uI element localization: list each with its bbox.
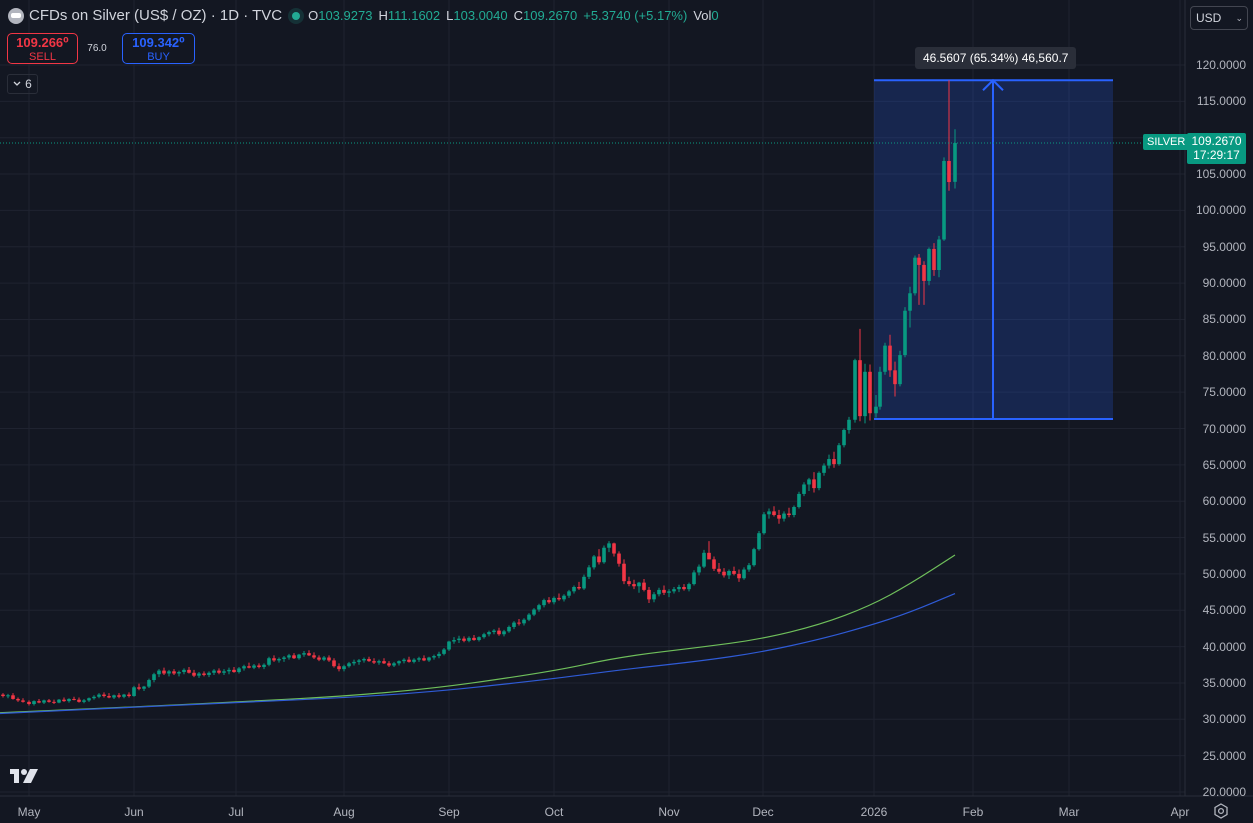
time-tick-label: Apr: [1170, 805, 1190, 819]
grid-lines: [0, 0, 1185, 796]
moving-average-lines: [0, 554, 956, 715]
sell-label: SELL: [29, 51, 56, 63]
time-tick-label: May: [17, 805, 41, 819]
change-value: +5.3740 (+5.17%): [583, 8, 688, 23]
price-tick-label: 80.0000: [1202, 348, 1246, 363]
symbol-price-tag: SILVER: [1143, 134, 1190, 150]
close-value: 109.2670: [523, 8, 578, 23]
price-tick-label: 75.0000: [1202, 385, 1246, 400]
measure-tooltip: 46.5607 (65.34%) 46,560.7: [915, 47, 1077, 69]
time-tick-label: Nov: [658, 805, 680, 819]
currency-value: USD: [1196, 11, 1222, 25]
time-tick-label: Jul: [228, 805, 244, 819]
last-price-value: 109.2670: [1191, 134, 1242, 148]
price-tick-label: 100.0000: [1195, 203, 1246, 218]
price-tick-label: 90.0000: [1202, 276, 1246, 291]
settings-gear-icon[interactable]: [1213, 803, 1229, 819]
sell-price: 109.266⁰: [16, 35, 69, 50]
time-tick-label: 2026: [860, 805, 888, 819]
last-price-label: 109.2670 17:29:17: [1187, 133, 1246, 164]
price-tick-label: 25.0000: [1202, 748, 1246, 763]
bar-countdown: 17:29:17: [1193, 148, 1240, 162]
price-tick-label: 35.0000: [1202, 675, 1246, 690]
price-tick-label: 85.0000: [1202, 312, 1246, 327]
time-tick-label: Jun: [124, 805, 144, 819]
high-key: H: [378, 8, 388, 23]
price-tick-label: 55.0000: [1202, 530, 1246, 545]
price-tick-label: 70.0000: [1202, 421, 1246, 436]
buy-label: BUY: [147, 51, 170, 63]
chevron-down-icon: [13, 81, 21, 86]
market-open-status-icon: [292, 11, 301, 20]
sell-button[interactable]: 109.266⁰ SELL: [7, 33, 78, 64]
tradingview-logo-icon[interactable]: [10, 767, 42, 785]
volume-key: Vol: [693, 8, 712, 23]
buy-button[interactable]: 109.342⁰ BUY: [122, 33, 195, 64]
low-key: L: [446, 8, 454, 23]
price-tick-label: 105.0000: [1195, 167, 1246, 182]
price-tick-label: 40.0000: [1202, 639, 1246, 654]
price-range-measure[interactable]: [874, 78, 1113, 421]
time-tick-label: Aug: [333, 805, 355, 819]
spread-value: 76.0: [87, 43, 107, 54]
time-tick-label: Sep: [438, 805, 460, 819]
buy-price: 109.342⁰: [132, 35, 185, 50]
open-value: 103.9273: [318, 8, 373, 23]
currency-select[interactable]: USD ⌄: [1190, 6, 1248, 30]
time-tick-label: Dec: [752, 805, 774, 819]
price-tick-label: 60.0000: [1202, 494, 1246, 509]
price-tick-label: 30.0000: [1202, 712, 1246, 727]
chart-legend: CFDs on Silver (US$ / OZ) · 1D · TVC O10…: [8, 7, 719, 24]
price-tick-label: 120.0000: [1195, 58, 1246, 72]
low-value: 103.0040: [453, 8, 508, 23]
price-tick-label: 50.0000: [1202, 566, 1246, 581]
time-tick-label: Mar: [1058, 805, 1080, 819]
ohlc-values: O103.9273 H111.1602 L103.0040 C109.2670 …: [308, 8, 719, 23]
price-tick-label: 95.0000: [1202, 239, 1246, 254]
volume-value: 0: [711, 8, 719, 23]
price-tick-label: 45.0000: [1202, 603, 1246, 618]
chevron-down-icon: ⌄: [1235, 12, 1243, 23]
price-tick-label: 115.0000: [1196, 94, 1246, 109]
indicator-count: 6: [25, 77, 32, 91]
price-tick-label: 65.0000: [1202, 457, 1246, 472]
candlesticks: [1, 80, 957, 706]
time-tick-label: Oct: [544, 805, 564, 819]
time-tick-label: Feb: [962, 805, 984, 819]
high-value: 111.1602: [387, 8, 441, 23]
open-key: O: [308, 8, 319, 23]
silver-symbol-icon: [8, 7, 24, 24]
close-key: C: [513, 8, 523, 23]
indicators-toggle-button[interactable]: 6: [7, 74, 38, 94]
symbol-title[interactable]: CFDs on Silver (US$ / OZ) · 1D · TVC: [29, 7, 283, 24]
trade-panel: 109.266⁰ SELL 76.0 109.342⁰ BUY: [7, 33, 195, 64]
price-tick-label: 20.0000: [1202, 785, 1246, 799]
